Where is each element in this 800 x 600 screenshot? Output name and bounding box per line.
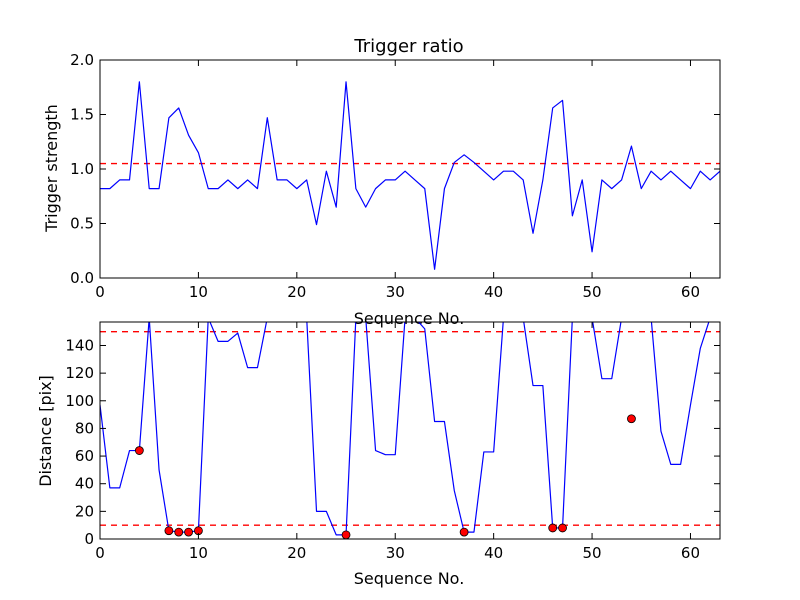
y-tick-label: 80 (75, 419, 94, 437)
data-point (558, 523, 567, 533)
y-tick-label: 1.0 (70, 160, 94, 178)
data-point (174, 527, 184, 537)
data-point (134, 446, 144, 455)
y-tick-label: 0.5 (70, 215, 94, 233)
x-tick-label: 30 (386, 544, 405, 562)
y-axis-label: Distance [pix] (36, 375, 55, 487)
y-tick-label: 100 (65, 392, 94, 410)
x-tick-label: 0 (95, 544, 105, 562)
plot-area: 0 10 20 30 40 50 60 0 20 40 60 80 100 120 140 (65, 321, 721, 562)
axes-frame (99, 321, 721, 540)
plot-data (100, 81, 720, 270)
x-axis-label: Sequence No. (354, 569, 465, 588)
plot-area: 0 10 20 30 40 50 60 0.0 0.5 1.0 1.5 2.0 (70, 51, 721, 301)
chart-title: Trigger ratio (353, 36, 463, 57)
y-tick-label: 60 (75, 447, 94, 465)
distance-chart: Sequence No. Distance [pix] 0 10 20 30 40 50 6… (36, 321, 721, 588)
series-line (100, 322, 710, 536)
plot-data (100, 322, 720, 539)
y-tick-label: 40 (75, 475, 94, 493)
x-tick-label: 40 (484, 544, 503, 562)
y-tick-label: 140 (65, 336, 94, 354)
x-tick-label: 50 (583, 544, 602, 562)
y-tick-label: 0 (84, 530, 94, 548)
x-tick-label: 60 (681, 283, 700, 301)
x-tick-label: 30 (386, 283, 405, 301)
x-tick-label: 50 (583, 283, 602, 301)
x-tick-label: 10 (189, 544, 208, 562)
y-tick-label: 20 (75, 502, 94, 520)
y-tick-label: 0.0 (70, 269, 94, 287)
y-tick-label: 2.0 (70, 51, 94, 69)
y-axis-label: Trigger strength (42, 104, 61, 233)
trigger-ratio-chart: Trigger ratio Sequence No. Trigger stren… (42, 36, 721, 328)
data-point (548, 523, 558, 533)
data-point (627, 414, 636, 424)
data-point (459, 527, 469, 537)
y-tick-label: 120 (65, 364, 94, 382)
x-axis-label: Sequence No. (354, 309, 465, 328)
x-tick-label: 60 (681, 544, 700, 562)
x-tick-label: 20 (287, 283, 306, 301)
x-tick-label: 10 (189, 283, 208, 301)
x-tick-label: 20 (287, 544, 306, 562)
data-point (184, 527, 193, 537)
x-tick-label: 0 (95, 283, 105, 301)
series-line (100, 81, 720, 270)
data-point (164, 526, 174, 536)
data-point (341, 530, 351, 539)
x-tick-label: 40 (484, 283, 503, 301)
y-tick-label: 1.5 (70, 106, 94, 124)
